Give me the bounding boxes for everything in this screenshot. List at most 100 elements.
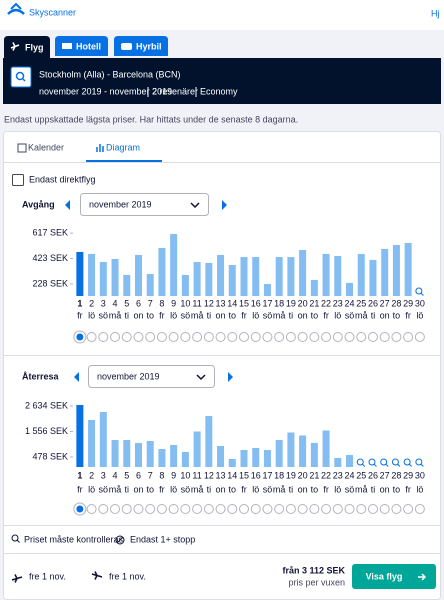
check-price-icon[interactable] <box>415 287 423 295</box>
page-dot[interactable] <box>203 504 214 514</box>
page-dot[interactable] <box>156 504 167 514</box>
bar[interactable] <box>228 459 236 467</box>
bar[interactable] <box>369 259 377 296</box>
bar[interactable] <box>240 257 248 296</box>
page-dot[interactable] <box>86 332 97 342</box>
page-dot[interactable] <box>192 332 203 342</box>
check-price-icon[interactable] <box>391 458 399 466</box>
page-dot[interactable] <box>391 332 402 342</box>
page-dot[interactable] <box>332 332 343 342</box>
bar[interactable] <box>205 262 213 296</box>
bar[interactable] <box>158 248 166 296</box>
page-dot[interactable] <box>309 504 320 514</box>
bar[interactable] <box>357 253 365 296</box>
page-dot[interactable] <box>285 504 296 514</box>
bar[interactable] <box>263 283 271 296</box>
page-dot[interactable] <box>414 504 425 514</box>
page-dot[interactable] <box>145 332 156 342</box>
page-dot[interactable] <box>180 332 191 342</box>
bar[interactable] <box>111 440 119 467</box>
direct-filter[interactable]: Endast direktflyg <box>12 174 96 186</box>
bar[interactable] <box>252 257 260 296</box>
visa-flyg-button[interactable]: Visa flyg <box>352 564 436 589</box>
page-dot[interactable] <box>121 504 132 514</box>
tab-hyrbil[interactable]: Hyrbil <box>114 36 168 56</box>
view-tab-diagram[interactable]: Diagram <box>86 142 162 162</box>
page-dot[interactable] <box>203 332 214 342</box>
page-dot[interactable] <box>403 504 414 514</box>
bar[interactable] <box>123 440 131 467</box>
search-button[interactable] <box>10 66 32 88</box>
bar[interactable] <box>111 259 119 296</box>
bar[interactable] <box>158 449 166 467</box>
bar[interactable] <box>193 431 201 467</box>
check-price-icon[interactable] <box>420 463 424 467</box>
bar[interactable] <box>240 449 248 467</box>
page-dot[interactable] <box>309 332 320 342</box>
page-dot[interactable] <box>344 504 355 514</box>
page-dot[interactable] <box>379 332 390 342</box>
page-dot[interactable] <box>356 504 367 514</box>
bar[interactable] <box>205 416 213 467</box>
bar[interactable] <box>346 282 354 296</box>
next-arrow[interactable] <box>228 372 233 382</box>
check-price-icon[interactable] <box>420 292 424 296</box>
page-dot[interactable] <box>297 504 308 514</box>
page-dot[interactable] <box>110 332 121 342</box>
prev-arrow[interactable] <box>65 200 70 210</box>
page-dot[interactable] <box>274 332 285 342</box>
page-dot[interactable] <box>98 504 109 514</box>
bar[interactable] <box>334 457 342 467</box>
bar[interactable] <box>123 274 131 296</box>
page-dot[interactable] <box>215 332 226 342</box>
bar[interactable] <box>287 432 295 467</box>
check-price-icon[interactable] <box>385 463 389 467</box>
page-dot[interactable] <box>133 332 144 342</box>
bar[interactable] <box>381 248 389 296</box>
bar[interactable] <box>299 249 307 296</box>
page-dot[interactable] <box>192 504 203 514</box>
bar[interactable] <box>392 245 400 296</box>
page-dot[interactable] <box>180 504 191 514</box>
bar[interactable] <box>263 449 271 467</box>
check-price-icon[interactable] <box>397 463 401 467</box>
bar[interactable] <box>228 265 236 296</box>
bar[interactable] <box>299 435 307 467</box>
bar[interactable] <box>134 254 142 296</box>
page-dot[interactable] <box>414 332 425 342</box>
bar[interactable] <box>310 279 318 296</box>
search-route[interactable]: Stockholm (Alla) - Barcelona (BCN) <box>39 69 181 79</box>
page-dot[interactable] <box>168 504 179 514</box>
page-dot[interactable] <box>332 504 343 514</box>
bar[interactable] <box>170 445 178 467</box>
page-dot[interactable] <box>262 504 273 514</box>
page-dot[interactable] <box>227 332 238 342</box>
bar[interactable] <box>346 455 354 467</box>
page-dot[interactable] <box>403 332 414 342</box>
next-arrow[interactable] <box>222 200 227 210</box>
tab-flyg[interactable]: Flyg <box>4 36 50 58</box>
bar[interactable] <box>322 430 330 467</box>
bar[interactable] <box>76 405 84 467</box>
bar[interactable] <box>88 253 96 296</box>
page-dot[interactable] <box>379 504 390 514</box>
bar[interactable] <box>181 274 189 296</box>
bar[interactable] <box>322 253 330 296</box>
month-dropdown[interactable] <box>88 365 215 388</box>
page-dot[interactable] <box>145 504 156 514</box>
page-dot[interactable] <box>239 504 249 514</box>
bar[interactable] <box>88 420 96 467</box>
check-price-icon[interactable] <box>361 463 366 467</box>
page-dot[interactable] <box>110 504 121 514</box>
check-price-icon[interactable] <box>356 458 364 466</box>
bar[interactable] <box>146 274 154 296</box>
bar[interactable] <box>170 234 178 296</box>
bar[interactable] <box>99 262 107 296</box>
bar[interactable] <box>275 440 283 467</box>
bar[interactable] <box>404 242 412 296</box>
page-dot[interactable] <box>250 504 261 514</box>
page-dot[interactable] <box>297 332 308 342</box>
page-dot[interactable] <box>250 332 261 342</box>
check-price-icon[interactable] <box>380 458 388 466</box>
page-dot[interactable] <box>74 331 86 343</box>
